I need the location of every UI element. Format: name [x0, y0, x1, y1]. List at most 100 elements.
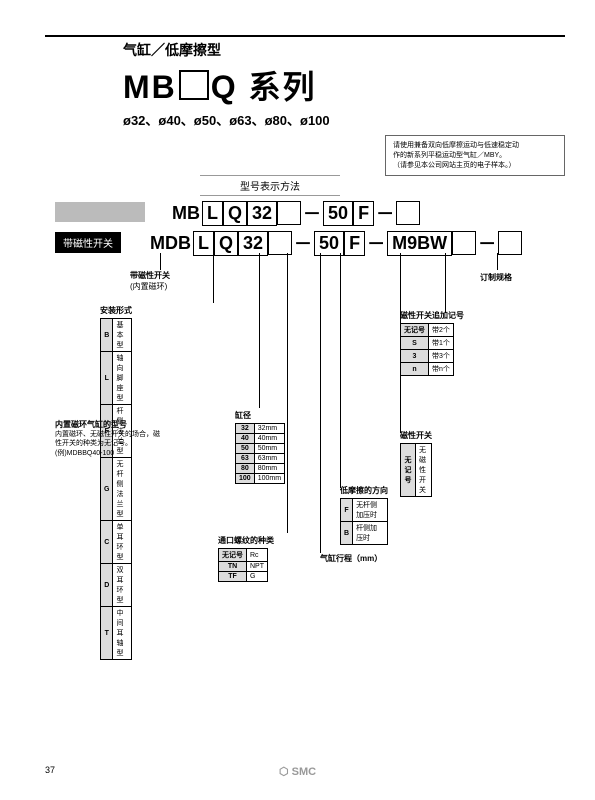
cell: 3 [401, 350, 429, 363]
cell: F [341, 499, 353, 522]
line [259, 253, 260, 408]
r1-s2: Q [223, 201, 247, 226]
title-box-icon [179, 70, 209, 100]
page-number: 37 [45, 765, 55, 775]
cell: 双耳环型 [113, 564, 132, 607]
switch-title: 磁性开关 [400, 430, 432, 441]
cell: C [101, 521, 113, 564]
mount-table: B基本型L轴向脚座型F杆侧法兰型G无杆侧法兰型C单耳环型D双耳环型T中间耳轴型 [100, 318, 132, 660]
builtin-l2: 性开关的种类为无记号。 [55, 439, 195, 448]
switch-add-title: 磁性开关追加记号 [400, 310, 464, 321]
code-row-2: MDBLQ32－50F－M9BW－ [148, 230, 522, 256]
sizes-list: ø32、ø40、ø50、ø63、ø80、ø100 [123, 110, 565, 129]
line [213, 253, 214, 303]
cell: 单耳环型 [113, 521, 132, 564]
r2-s5: F [344, 231, 365, 256]
smc-logo: ⬡ SMC [279, 765, 316, 778]
cell: 80 [236, 464, 255, 474]
cell: B [341, 522, 353, 545]
cell: 40 [236, 434, 255, 444]
section-label: 型号表示方法 [200, 175, 340, 196]
line [160, 253, 161, 270]
grey-block [55, 202, 145, 222]
builtin-title: 内置磁环气缸的型号 [55, 420, 195, 430]
bore-title: 缸径 [235, 410, 251, 421]
thread-table: 无记号RcTNNPTTFG [218, 548, 268, 582]
cell: TN [219, 562, 247, 572]
cell: 40mm [254, 434, 284, 444]
switch-table: 无记号无磁性开关 [400, 443, 432, 497]
cell: 80mm [254, 464, 284, 474]
switch-block: 磁性开关 无记号无磁性开关 [400, 430, 432, 443]
cell: 63mm [254, 454, 284, 464]
r1-prefix: MB [172, 203, 200, 223]
cell: B [101, 319, 113, 352]
r2-s6: M9BW [387, 231, 452, 256]
mount-block: 安装形式 B基本型L轴向脚座型F杆侧法兰型G无杆侧法兰型C单耳环型D双耳环型T中… [100, 305, 132, 318]
r1-s1: L [202, 201, 223, 226]
cell: Rc [247, 549, 268, 562]
line [287, 253, 288, 533]
title-q: Q [211, 69, 238, 105]
r2-s4: 50 [314, 231, 344, 256]
r1-s3: 32 [247, 201, 277, 226]
friction-block: 低摩擦的方向 F无杆侧加压时B杆侧加压时 [340, 485, 388, 498]
cell: D [101, 564, 113, 607]
note-l2: 作的新系列平稳运动型气缸／MBY。 [393, 151, 557, 161]
r2-s1: L [193, 231, 214, 256]
cell: 带n个 [429, 363, 454, 376]
line [320, 253, 321, 553]
r1-s4: 50 [323, 201, 353, 226]
r2-s2: Q [214, 231, 238, 256]
cell: 带3个 [429, 350, 454, 363]
main-title: MB Q 系列 [123, 62, 565, 108]
cell: T [101, 607, 113, 660]
thread-title: 通口螺纹的种类 [218, 535, 274, 546]
cell: 基本型 [113, 319, 132, 352]
r1-s5: F [353, 201, 374, 226]
cell: 无记号 [401, 444, 416, 497]
thread-block: 通口螺纹的种类 无记号RcTNNPTTFG [218, 535, 274, 548]
cell: 无磁性开关 [416, 444, 432, 497]
cell: 带2个 [429, 324, 454, 337]
magnetic-label: 带磁性开关 [55, 232, 121, 253]
r2-prefix: MDB [150, 233, 191, 253]
cell: 50mm [254, 444, 284, 454]
cell: 无杆侧加压时 [353, 499, 388, 522]
cell: 无记号 [219, 549, 247, 562]
lbl-mag-switch: 带磁性开关(内置磁环) [130, 270, 170, 292]
builtin-note: 内置磁环气缸的型号 内置磁环、无磁性开关的场合，磁 性开关的种类为无记号。 (例… [55, 420, 195, 458]
r2-gap2 [452, 231, 476, 255]
line [445, 253, 446, 313]
switch-add-table: 无记号带2个S带1个3带3个n带n个 [400, 323, 454, 376]
cell: 带1个 [429, 337, 454, 350]
cell: 100mm [254, 474, 284, 484]
r2-gap3 [498, 231, 522, 255]
page: 气缸／低摩擦型 MBQ 系列 ø32、ø40、ø50、ø63、ø80、ø100 … [0, 0, 595, 800]
builtin-l1: 内置磁环、无磁性开关的场合，磁 [55, 430, 195, 439]
cell: 轴向脚座型 [113, 352, 132, 405]
cell: 无杆侧法兰型 [113, 458, 132, 521]
bore-table: 3232mm4040mm5050mm6363mm8080mm100100mm [235, 423, 285, 484]
r2-gap1 [268, 231, 292, 255]
cell: 杆侧加压时 [353, 522, 388, 545]
cell: 50 [236, 444, 255, 454]
builtin-l3: (例)MDBBQ40-100 [55, 449, 195, 458]
cell: L [101, 352, 113, 405]
r1-gap1 [277, 201, 301, 225]
note-l3: （请参见本公司网站主页的电子样本。） [393, 161, 557, 171]
mount-title: 安装形式 [100, 305, 132, 316]
subtitle: 气缸／低摩擦型 [123, 40, 565, 60]
friction-table: F无杆侧加压时B杆侧加压时 [340, 498, 388, 545]
cell: TF [219, 572, 247, 582]
title-suffix: 系列 [249, 69, 317, 105]
cell: 32 [236, 424, 255, 434]
line [497, 253, 498, 270]
bore-block: 缸径 3232mm4040mm5050mm6363mm8080mm100100m… [235, 410, 251, 423]
cell: NPT [247, 562, 268, 572]
title-mb: MB [123, 69, 177, 105]
line [340, 253, 341, 488]
cell: G [247, 572, 268, 582]
code-row-1: MBLQ32－50F－ [170, 200, 420, 226]
stroke-label: 气缸行程（mm） [320, 553, 382, 564]
